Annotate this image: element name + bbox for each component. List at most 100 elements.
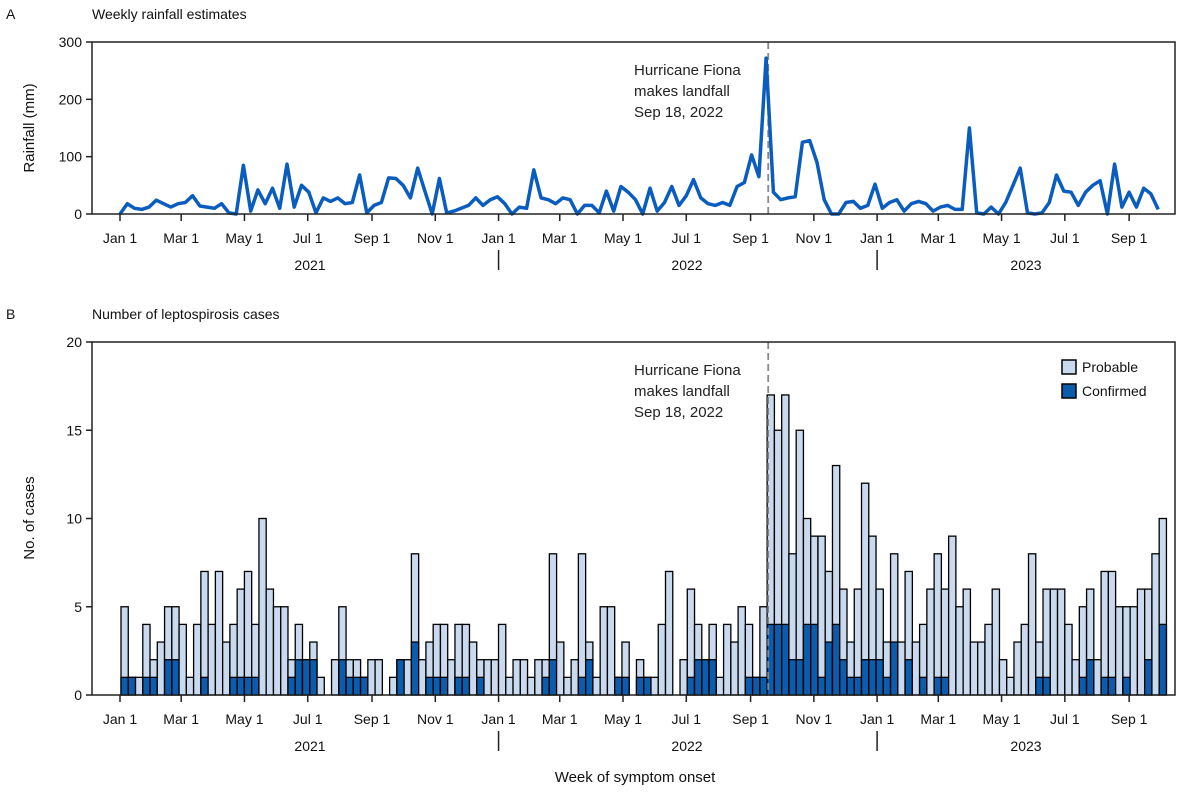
bar-probable — [1049, 588, 1059, 696]
bar-confirmed — [577, 676, 587, 696]
bar-confirmed — [1078, 676, 1088, 696]
bar-probable — [969, 641, 979, 696]
bar-probable — [156, 641, 166, 696]
bar-confirmed — [142, 676, 151, 696]
bar-confirmed — [359, 676, 369, 696]
panel-b-xtick-label: Mar 1 — [163, 711, 199, 727]
bar-confirmed — [476, 676, 485, 696]
bar-probable — [730, 641, 739, 696]
bar-probable — [265, 588, 275, 696]
bar-probable — [207, 623, 217, 696]
bar-confirmed — [904, 659, 913, 696]
panel-a-year-label: 2022 — [671, 257, 702, 273]
bar-confirmed — [1085, 659, 1095, 696]
panel-b-xtick-label: Mar 1 — [920, 711, 956, 727]
bar-confirmed — [439, 676, 449, 696]
panel-a-xtick-label: Jul 1 — [671, 230, 701, 246]
bar-probable — [795, 429, 805, 696]
bar-probable — [926, 588, 935, 696]
bar-confirmed — [686, 676, 696, 696]
bar-probable — [497, 623, 507, 696]
panel-b-ylabel: No. of cases — [21, 476, 38, 559]
bar-confirmed — [643, 676, 652, 696]
bar-confirmed — [759, 676, 768, 696]
bar-confirmed — [824, 641, 834, 696]
bar-probable — [483, 659, 492, 696]
panel-a-xtick-label: May 1 — [604, 230, 642, 246]
bar-confirmed — [236, 676, 246, 696]
bar-probable — [933, 553, 943, 696]
bar-confirmed — [853, 676, 863, 696]
bar-confirmed — [621, 676, 630, 696]
panel-b-year-label: 2022 — [671, 738, 702, 754]
panel-a-xtick-label: Sep 1 — [732, 230, 769, 246]
bar-probable — [737, 606, 747, 696]
bar-probable — [367, 659, 376, 696]
bar-probable — [534, 659, 543, 696]
bar-probable — [505, 676, 514, 696]
bar-probable — [374, 659, 384, 696]
panel-a-xtick-label: Mar 1 — [542, 230, 578, 246]
panel-b-letter: B — [6, 306, 15, 322]
panel-a-ytick-label: 300 — [59, 34, 83, 50]
bar-probable — [563, 676, 572, 696]
legend-swatch-confirmed — [1061, 383, 1077, 399]
bar-confirmed — [773, 623, 783, 696]
bar-probable — [330, 659, 340, 696]
bar-probable — [1071, 659, 1080, 696]
panel-b-xtick-label: Sep 1 — [732, 711, 769, 727]
bar-confirmed — [1035, 676, 1044, 696]
panel-a-ytick-label: 200 — [59, 91, 83, 107]
panel-a-annotation-line3: Sep 18, 2022 — [634, 104, 723, 121]
panel-a-xtick-label: Nov 1 — [796, 230, 833, 246]
panel-b-xtick-label: May 1 — [604, 711, 642, 727]
bar-confirmed — [781, 623, 790, 696]
bar-confirmed — [163, 659, 173, 696]
panel-b-xtick-label: Sep 1 — [354, 711, 391, 727]
panel-a-plot: 0 100 200 300 Jan 1 Mar 1 May 1 Jul 1 Sep 1 Nov 1… — [59, 34, 1176, 273]
panel-b-ytick-label: 15 — [66, 422, 82, 438]
bar-confirmed — [396, 659, 405, 696]
bar-probable — [722, 623, 732, 696]
bar-confirmed — [614, 676, 623, 696]
panel-b-xtick-label: Mar 1 — [542, 711, 578, 727]
bar-probable — [272, 606, 282, 696]
bar-probable — [447, 659, 456, 696]
bar-probable — [947, 535, 957, 696]
bar-probable — [657, 623, 667, 696]
panel-b-xtick-label: Jul 1 — [671, 711, 701, 727]
bar-probable — [1020, 623, 1030, 696]
bar-probable — [512, 659, 521, 696]
bar-probable — [243, 570, 253, 696]
bar-confirmed — [251, 676, 260, 696]
bar-probable — [490, 659, 500, 696]
bar-probable — [192, 623, 202, 696]
bar-confirmed — [788, 659, 797, 696]
panel-a-xtick-label: Mar 1 — [920, 230, 956, 246]
panel-b-xlabel: Week of symptom onset — [555, 769, 716, 786]
bar-probable — [1013, 641, 1022, 696]
bar-confirmed — [708, 659, 717, 696]
bar-confirmed — [1042, 676, 1051, 696]
bar-probable — [258, 517, 267, 696]
bar-confirmed — [635, 676, 645, 696]
panel-a-annotation-line2: makes landfall — [634, 83, 730, 100]
bar-probable — [1107, 570, 1117, 696]
panel-a-xtick-label: Sep 1 — [1111, 230, 1148, 246]
bar-confirmed — [200, 676, 209, 696]
legend-swatch-probable — [1061, 359, 1077, 375]
panel-b-annotation-line2: makes landfall — [634, 383, 730, 400]
panel-a-xtick-label: Sep 1 — [354, 230, 391, 246]
bar-confirmed — [882, 676, 892, 696]
panel-a-xtick-label: Nov 1 — [417, 230, 454, 246]
panel-b-ytick-label: 10 — [66, 511, 82, 527]
bar-confirmed — [287, 676, 296, 696]
panel-b-xtick-label: Jul 1 — [293, 711, 323, 727]
bar-probable — [991, 588, 1001, 696]
bar-probable — [555, 641, 565, 696]
panel-a-xtick-label: Jul 1 — [1050, 230, 1080, 246]
bar-confirmed — [1158, 623, 1168, 696]
bar-confirmed — [701, 659, 710, 696]
panel-a-xtick-label: Jan 1 — [860, 230, 894, 246]
bar-probable — [650, 676, 659, 696]
